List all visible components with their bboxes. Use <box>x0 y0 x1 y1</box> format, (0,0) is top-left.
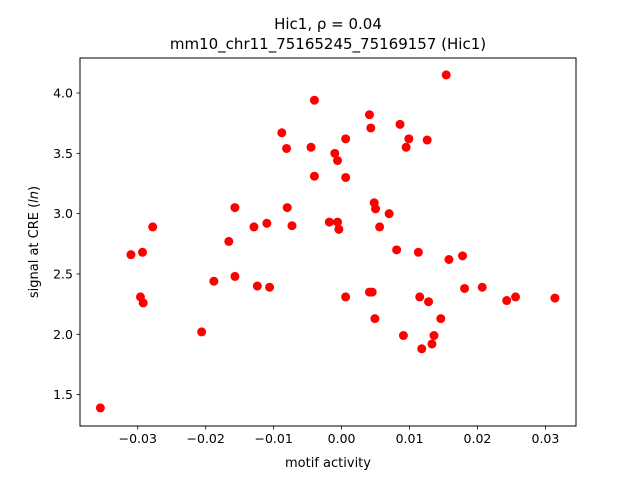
data-point <box>197 327 207 337</box>
data-point <box>126 250 136 260</box>
y-tick-label: 2.0 <box>53 327 73 342</box>
data-point <box>309 171 319 181</box>
data-point <box>341 134 351 144</box>
data-point <box>265 282 275 292</box>
data-point <box>230 203 240 213</box>
data-point <box>138 298 148 308</box>
data-point <box>249 222 259 232</box>
data-point <box>375 222 385 232</box>
data-point <box>384 209 394 219</box>
data-point <box>441 70 451 80</box>
x-tick-label: −0.01 <box>254 431 292 446</box>
data-point <box>309 95 319 105</box>
y-axis-label-prefix: signal at CRE ( <box>27 203 42 298</box>
chart-title: Hic1, ρ = 0.04 <box>274 15 382 33</box>
data-point <box>444 255 454 264</box>
data-point <box>417 344 427 354</box>
data-point <box>277 128 287 138</box>
data-point <box>364 110 374 120</box>
data-point <box>404 134 414 144</box>
data-point <box>230 271 240 281</box>
x-tick-label: 0.01 <box>396 431 424 446</box>
x-tick-label: −0.02 <box>187 431 225 446</box>
y-axis-label-suffix: ) <box>27 186 42 191</box>
data-point <box>511 292 521 302</box>
data-point <box>287 221 297 231</box>
y-axis: 1.5 2.0 2.5 3.0 3.5 4.0 <box>53 85 80 402</box>
data-point <box>427 339 437 349</box>
y-axis-label: signal at CRE (ln) <box>27 186 42 298</box>
x-tick-label: 0.02 <box>464 431 492 446</box>
data-point <box>395 119 405 129</box>
data-point <box>398 331 408 341</box>
data-point <box>209 276 219 286</box>
data-points <box>95 70 560 413</box>
y-tick-label: 3.0 <box>53 206 73 221</box>
data-point <box>436 314 446 324</box>
data-point <box>424 297 434 307</box>
x-tick-label: 0.03 <box>532 431 560 446</box>
y-tick-label: 2.5 <box>53 266 73 281</box>
data-point <box>392 245 402 255</box>
data-point <box>371 204 381 214</box>
data-point <box>252 281 262 291</box>
data-point <box>477 282 487 292</box>
data-point <box>138 247 148 257</box>
data-point <box>282 143 292 153</box>
data-point <box>370 314 380 324</box>
data-point <box>413 247 423 257</box>
data-point <box>334 224 344 234</box>
y-tick-label: 4.0 <box>53 85 73 100</box>
data-point <box>330 148 340 158</box>
data-point <box>333 156 343 166</box>
data-point <box>324 217 334 227</box>
y-axis-label-italic: ln <box>27 191 42 203</box>
data-point <box>502 296 512 306</box>
data-point <box>282 203 292 213</box>
data-point <box>366 123 376 133</box>
data-point <box>224 236 234 246</box>
data-point <box>95 403 105 413</box>
data-point <box>550 293 560 303</box>
data-point <box>148 222 158 232</box>
y-tick-label: 3.5 <box>53 146 73 161</box>
data-point <box>460 283 470 293</box>
data-point <box>422 135 432 145</box>
data-point <box>341 172 351 182</box>
data-point <box>367 287 377 297</box>
x-tick-label: −0.03 <box>119 431 157 446</box>
data-point <box>333 217 343 227</box>
data-point <box>429 331 439 341</box>
x-axis: −0.03 −0.02 −0.01 0.00 0.01 0.02 0.03 <box>119 426 560 446</box>
data-point <box>341 292 351 302</box>
data-point <box>415 292 425 302</box>
y-tick-label: 1.5 <box>53 387 73 402</box>
chart-subtitle: mm10_chr11_75165245_75169157 (Hic1) <box>170 35 486 54</box>
data-point <box>458 251 468 261</box>
plot-area-frame <box>79 57 577 427</box>
data-point <box>401 142 411 152</box>
x-axis-label: motif activity <box>285 456 371 471</box>
data-point <box>262 218 272 228</box>
x-tick-label: 0.00 <box>328 431 356 446</box>
data-point <box>306 142 316 152</box>
